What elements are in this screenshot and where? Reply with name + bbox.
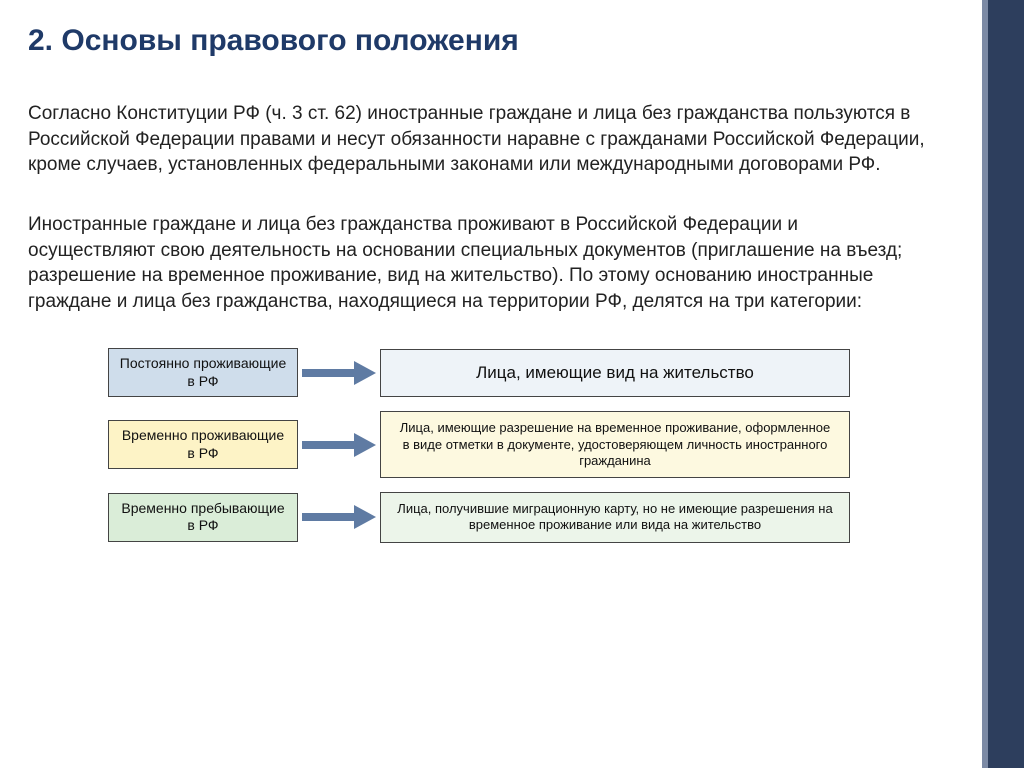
diagram-row: Временно проживающие в РФ Лица, имеющие … bbox=[108, 411, 926, 478]
category-box-permanent: Постоянно проживающие в РФ bbox=[108, 348, 298, 397]
description-box-temp-reside: Лица, имеющие разрешение на временное пр… bbox=[380, 411, 850, 478]
slide-content: 2. Основы правового положения Согласно К… bbox=[0, 0, 982, 543]
category-box-temp-reside: Временно проживающие в РФ bbox=[108, 420, 298, 469]
arrow-icon bbox=[298, 433, 380, 457]
category-box-temp-stay: Временно пребывающие в РФ bbox=[108, 493, 298, 542]
arrow-icon bbox=[298, 361, 380, 385]
categories-diagram: Постоянно проживающие в РФ Лица, имеющие… bbox=[108, 348, 926, 542]
paragraph-2: Иностранные граждане и лица без гражданс… bbox=[28, 212, 926, 315]
decorative-stripe bbox=[988, 0, 1024, 768]
arrow-icon bbox=[298, 505, 380, 529]
slide-title: 2. Основы правового положения bbox=[28, 24, 926, 57]
paragraph-1: Согласно Конституции РФ (ч. 3 ст. 62) ин… bbox=[28, 101, 926, 178]
diagram-row: Временно пребывающие в РФ Лица, получивш… bbox=[108, 492, 926, 543]
description-box-permanent: Лица, имеющие вид на жительство bbox=[380, 349, 850, 397]
description-box-temp-stay: Лица, получившие миграционную карту, но … bbox=[380, 492, 850, 543]
diagram-row: Постоянно проживающие в РФ Лица, имеющие… bbox=[108, 348, 926, 397]
